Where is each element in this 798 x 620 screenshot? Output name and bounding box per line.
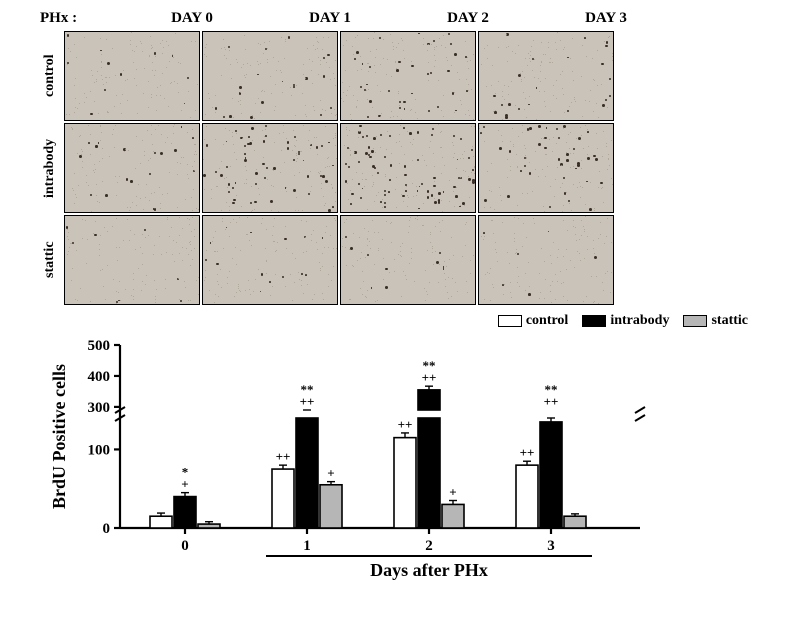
legend-label: stattic xyxy=(711,313,748,329)
micrograph-cell xyxy=(478,31,614,121)
legend-label: control xyxy=(526,313,569,329)
micrograph-cell xyxy=(64,31,200,121)
micrograph-cell xyxy=(340,123,476,213)
svg-text:++: ++ xyxy=(276,449,291,464)
row-label: intrabody xyxy=(40,123,60,213)
column-header: DAY 2 xyxy=(400,10,536,27)
svg-text:1: 1 xyxy=(303,538,311,554)
micrograph-cell xyxy=(202,31,338,121)
micrograph-cell xyxy=(478,123,614,213)
svg-text:3: 3 xyxy=(547,538,555,554)
legend-swatch xyxy=(683,315,707,327)
column-header: DAY 1 xyxy=(262,10,398,27)
svg-text:+: + xyxy=(449,485,456,500)
svg-text:+: + xyxy=(327,466,334,481)
svg-text:0: 0 xyxy=(103,521,111,537)
svg-text:Days after PHx: Days after PHx xyxy=(370,560,488,580)
micrograph-cell xyxy=(340,215,476,305)
micrograph-cell xyxy=(478,215,614,305)
micrograph-cell xyxy=(202,215,338,305)
svg-text:100: 100 xyxy=(88,442,111,458)
column-headers-row: DAY 0DAY 1DAY 2DAY 3 xyxy=(124,10,758,27)
svg-text:0: 0 xyxy=(181,538,189,554)
legend-swatch xyxy=(582,315,606,327)
svg-text:++: ++ xyxy=(520,445,535,460)
legend-item: intrabody xyxy=(582,313,669,329)
svg-text:500: 500 xyxy=(88,338,111,354)
svg-text:**: ** xyxy=(423,358,436,373)
chart-legend: control intrabody stattic xyxy=(40,313,748,329)
legend-item: control xyxy=(498,313,569,329)
micrograph-cell xyxy=(340,31,476,121)
svg-text:BrdU Positive cells: BrdU Positive cells xyxy=(49,364,69,509)
micrograph-grid xyxy=(64,31,614,307)
svg-text:300: 300 xyxy=(88,400,111,416)
row-labels-column: controlintrabodystattic xyxy=(40,31,60,307)
legend-item: stattic xyxy=(683,313,748,329)
svg-text:*: * xyxy=(182,465,189,480)
row-label: stattic xyxy=(40,215,60,305)
svg-text:400: 400 xyxy=(88,369,111,385)
row-label: control xyxy=(40,31,60,121)
legend-swatch xyxy=(498,315,522,327)
micrograph-cell xyxy=(64,215,200,305)
micrograph-cell xyxy=(64,123,200,213)
svg-text:**: ** xyxy=(301,382,314,397)
legend-label: intrabody xyxy=(610,313,669,329)
svg-text:**: ** xyxy=(545,382,558,397)
column-header: DAY 0 xyxy=(124,10,260,27)
bar-chart: 0100300400500BrdU Positive cells0123+*++… xyxy=(40,333,758,583)
svg-text:++: ++ xyxy=(398,417,413,432)
micrograph-cell xyxy=(202,123,338,213)
svg-text:2: 2 xyxy=(425,538,433,554)
phx-prefix-label: PHx : xyxy=(40,10,77,27)
micrograph-figure: PHx : DAY 0DAY 1DAY 2DAY 3 controlintrab… xyxy=(40,10,758,307)
column-header: DAY 3 xyxy=(538,10,674,27)
